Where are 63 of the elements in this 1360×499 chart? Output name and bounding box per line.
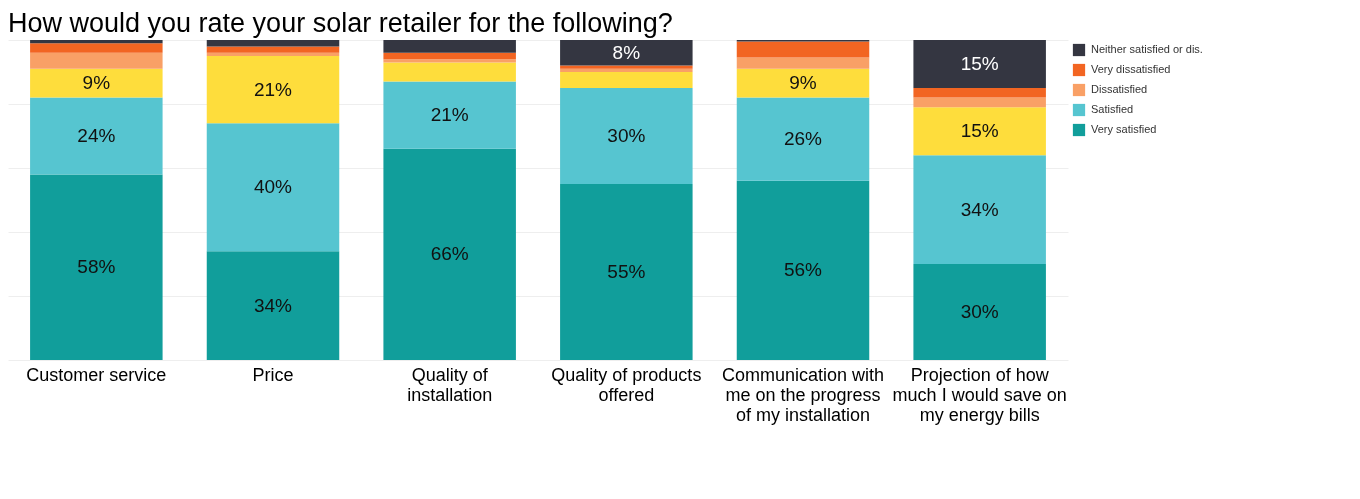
bar: [383, 62, 516, 82]
bar: [383, 148, 516, 360]
data-label: 34%: [253, 294, 293, 316]
data-label: 40%: [253, 176, 293, 198]
bar: [913, 40, 1046, 88]
x-tick-label: Communication with me on the progress of my installation: [721, 364, 885, 425]
chart-title: How would you rate your solar retailer for the following?: [8, 8, 673, 38]
bar: [913, 88, 1046, 98]
legend-label: Very satisfied: [1091, 123, 1157, 135]
data-label: 55%: [607, 261, 646, 282]
bar: [206, 46, 340, 53]
data-label: 24%: [77, 125, 116, 146]
data-label: 15%: [960, 120, 999, 142]
data-label: 34%: [960, 198, 999, 220]
data-label: 21%: [253, 78, 293, 100]
x-tick-label: Quality of installation: [407, 364, 493, 405]
bar: [206, 56, 340, 124]
data-label: 30%: [960, 301, 999, 322]
bar: [30, 52, 163, 69]
legend-label: Very dissatisfied: [1091, 63, 1171, 75]
data-label: 30%: [607, 125, 646, 146]
bar: [206, 52, 340, 56]
data-label: 66%: [430, 243, 469, 265]
bar: [30, 68, 163, 98]
legend-label: Satisfied: [1091, 103, 1134, 115]
bar: [913, 107, 1046, 156]
data-label: 8%: [612, 41, 641, 63]
bar: [383, 40, 516, 53]
bar: [206, 40, 340, 47]
bar: [736, 97, 870, 181]
bar: [206, 251, 340, 360]
bar: [30, 97, 163, 175]
bar: [30, 174, 163, 360]
data-label: 21%: [430, 104, 469, 126]
bar: [560, 72, 693, 88]
bar: [30, 43, 163, 53]
x-tick-label: Quality of products offered: [551, 364, 702, 405]
data-label: 15%: [960, 53, 999, 74]
bar: [206, 123, 340, 252]
bar: [383, 81, 516, 149]
bar: [913, 155, 1046, 264]
bar: [560, 40, 693, 66]
bar: [383, 52, 516, 60]
data-label: 56%: [783, 259, 823, 281]
bar: [30, 40, 163, 44]
data-label: 9%: [82, 72, 111, 94]
bar: [736, 68, 870, 98]
bar: [913, 97, 1046, 108]
bar: [383, 59, 516, 63]
x-tick-label: Price: [252, 364, 294, 385]
x-tick-label: Projection of how much I would save on my energy bills: [892, 364, 1067, 425]
bar: [736, 57, 870, 69]
bar: [736, 41, 870, 58]
bar: [560, 184, 693, 360]
x-tick-label: Customer service: [26, 364, 167, 385]
legend-label: Neither satisfied or dis.: [1091, 43, 1203, 55]
bar: [736, 180, 870, 360]
bar: [913, 264, 1046, 360]
legend-label: Dissatisfied: [1091, 83, 1148, 95]
bar: [560, 88, 693, 184]
data-label: 9%: [789, 72, 817, 94]
data-label: 58%: [77, 256, 116, 278]
data-label: 26%: [783, 128, 823, 150]
